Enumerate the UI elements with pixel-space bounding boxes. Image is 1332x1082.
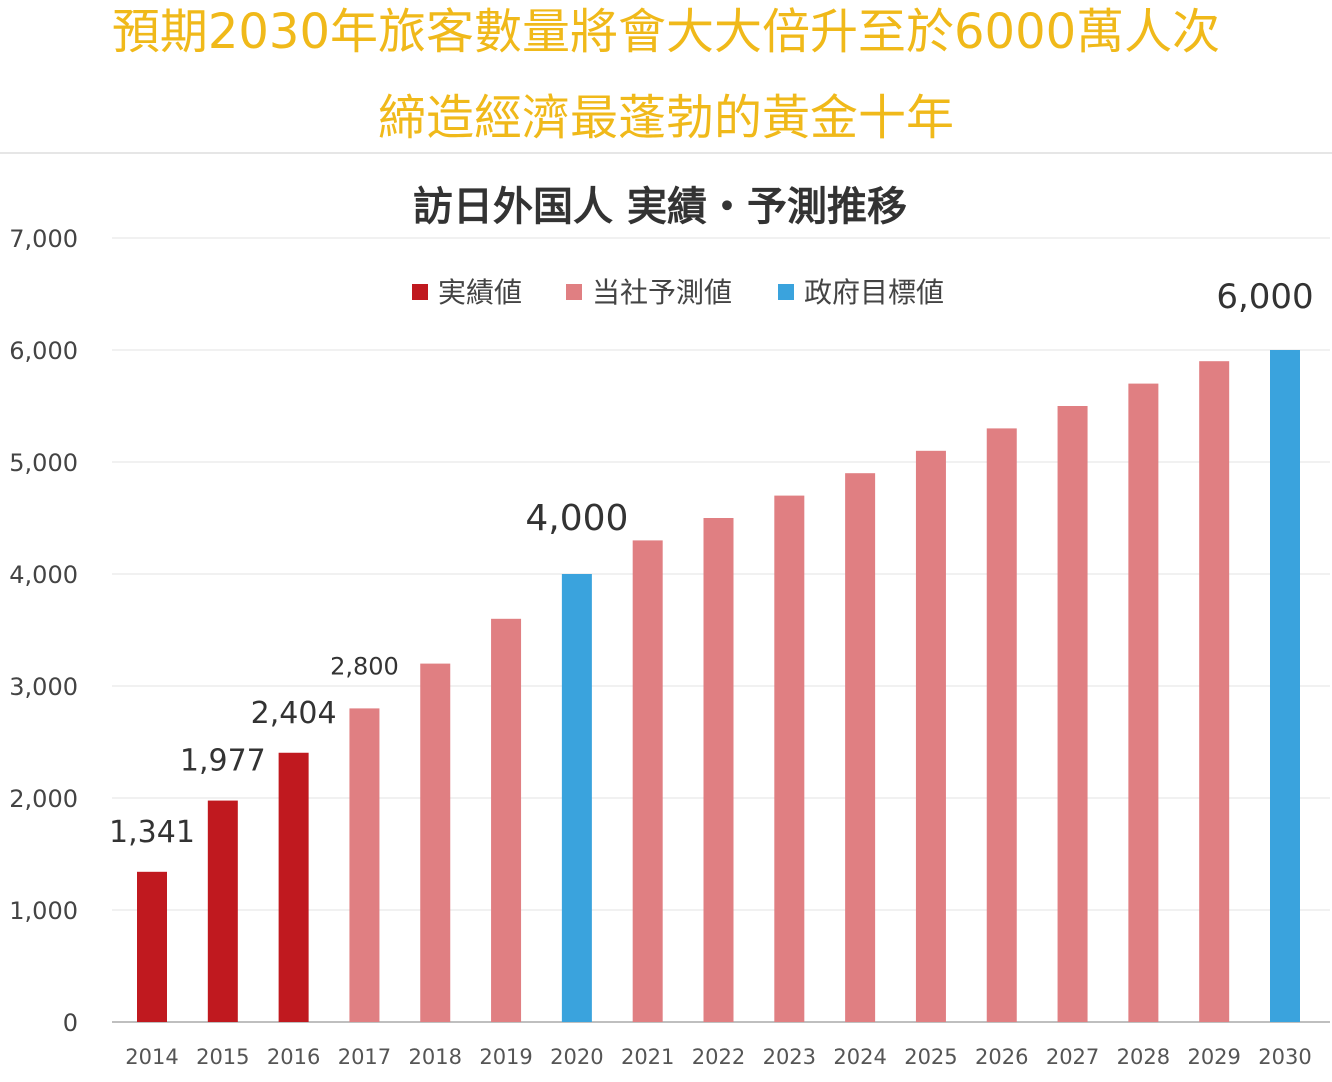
x-tick-label: 2019	[479, 1045, 532, 1069]
x-tick-label: 2016	[267, 1045, 320, 1069]
bar-2020	[561, 574, 592, 1022]
x-tick-label: 2024	[833, 1045, 886, 1069]
x-tick-label: 2021	[621, 1045, 674, 1069]
x-axis-ticks: 2014 2015 2016 2017 2018 2019 2020 2021 2022 2023…	[125, 1045, 1311, 1069]
bar-2028	[1128, 383, 1159, 1023]
chart-frame: 訪日外国人 実績・予測推移 0 1,000 2,000 3,000 4,000 5,000…	[0, 152, 1332, 1080]
x-tick-label: 2026	[975, 1045, 1028, 1069]
y-axis-ticks: 0 1,000 2,000 3,000 4,000 5,000 6,000 7,000	[9, 225, 78, 1037]
x-tick-label: 2030	[1258, 1045, 1311, 1069]
data-label: 2,800	[330, 652, 399, 680]
y-tick-label: 3,000	[9, 673, 78, 701]
y-tick-label: 2,000	[9, 785, 78, 813]
bar-2018	[420, 663, 451, 1022]
data-label: 6,000	[1216, 277, 1313, 317]
x-tick-label: 2028	[1117, 1045, 1170, 1069]
x-tick-label: 2022	[692, 1045, 745, 1069]
bar-2023	[774, 495, 805, 1023]
legend-label: 政府目標値	[804, 276, 944, 309]
legend-swatch	[566, 284, 582, 300]
legend: 実績値 当社予測値 政府目標値	[412, 276, 944, 309]
x-tick-label: 2015	[196, 1045, 249, 1069]
data-label: 1,977	[180, 744, 266, 779]
y-tick-label: 4,000	[9, 561, 78, 589]
legend-swatch	[412, 284, 428, 300]
x-tick-label: 2027	[1046, 1045, 1099, 1069]
bar-2014	[137, 871, 167, 1022]
data-label: 2,404	[251, 696, 337, 731]
x-tick-label: 2020	[550, 1045, 603, 1069]
bar-2025	[915, 450, 946, 1022]
y-tick-label: 5,000	[9, 449, 78, 477]
chart-title: 訪日外国人 実績・予測推移	[413, 184, 907, 230]
y-tick-label: 7,000	[9, 225, 78, 253]
x-tick-label: 2023	[763, 1045, 816, 1069]
y-tick-label: 0	[63, 1009, 78, 1037]
bar-2024	[845, 473, 876, 1022]
bar-2029	[1199, 361, 1230, 1022]
x-tick-label: 2029	[1187, 1045, 1240, 1069]
bar-2030	[1270, 350, 1300, 1022]
legend-label: 当社予測値	[592, 276, 732, 309]
bar-2015	[207, 800, 238, 1022]
y-tick-label: 6,000	[9, 337, 78, 365]
x-tick-label: 2018	[409, 1045, 462, 1069]
bar-2026	[986, 428, 1017, 1022]
x-tick-label: 2014	[125, 1045, 178, 1069]
headline-line-1: 預期2030年旅客數量將會大大倍升至於6000萬人次	[111, 4, 1221, 60]
bar-2017	[349, 708, 380, 1022]
bar-2022	[703, 518, 734, 1022]
bars	[137, 350, 1300, 1023]
bar-2021	[632, 540, 663, 1022]
data-labels: 1,341 1,977 2,404 2,800 4,000 6,000	[109, 277, 1314, 850]
y-tick-label: 1,000	[9, 897, 78, 925]
x-tick-label: 2017	[338, 1045, 391, 1069]
data-label: 1,341	[109, 815, 195, 850]
x-tick-label: 2025	[904, 1045, 957, 1069]
headline-line-2: 締造經濟最蓬勃的黃金十年	[377, 90, 954, 146]
bar-2016	[278, 752, 309, 1022]
bar-chart: 訪日外国人 実績・予測推移 0 1,000 2,000 3,000 4,000 5,000…	[9, 184, 1330, 1069]
legend-swatch	[778, 284, 794, 300]
data-label: 4,000	[525, 498, 628, 539]
bar-2019	[491, 618, 522, 1022]
legend-label: 実績値	[438, 276, 522, 309]
bar-2027	[1057, 406, 1088, 1022]
